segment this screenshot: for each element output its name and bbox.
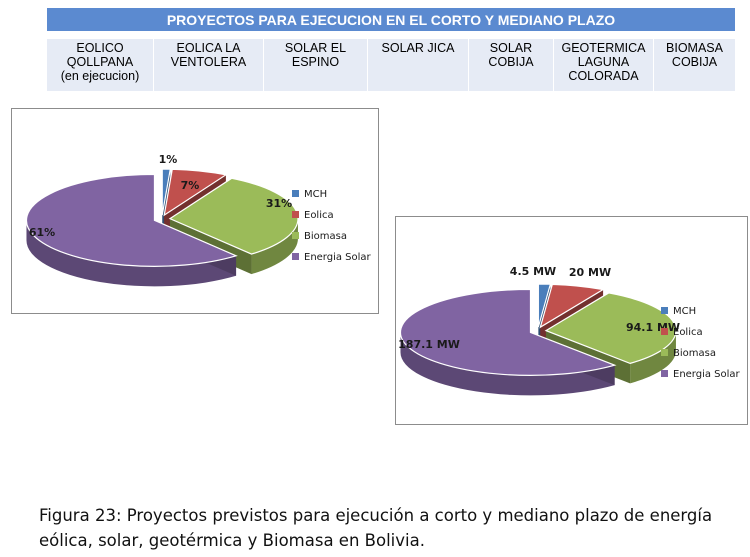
- pie-slice-mch: [161, 168, 171, 216]
- legend-label: MCH: [673, 306, 696, 317]
- pie-chart-mw: 4.5 MW 20 MW 94.1 MW 187.1 MW MCH Eolica Bioma…: [395, 216, 748, 425]
- project-cell: BIOMASA COBIJA: [666, 41, 723, 69]
- project-cell: SOLAR EL ESPINO: [264, 39, 368, 91]
- project-cell: SOLAR JICA: [368, 39, 469, 91]
- legend-swatch: [661, 370, 668, 377]
- figure-caption-text: : Proyectos previstos para ejecución a c…: [39, 506, 713, 550]
- legend-swatch: [292, 253, 299, 260]
- pie-chart-percent-svg: 1%7% 31% 61% MCH Eolica Biomasa Energia Solar: [25, 153, 372, 287]
- pie-slice-eolica: [539, 283, 605, 329]
- pie-slice-mch: [537, 283, 552, 328]
- pie-chart-mw-svg: 4.5 MW 20 MW 94.1 MW 187.1 MW MCH Eolica Bioma…: [398, 265, 741, 396]
- slice-label: 1%: [159, 153, 178, 166]
- slice-label: 20 MW: [569, 266, 611, 279]
- projects-table-row: EOLICO QOLLPANA (en ejecucion) EOLICA LA…: [47, 39, 735, 91]
- legend-label: Energia Solar: [304, 252, 372, 263]
- legend-label: Biomasa: [304, 231, 347, 242]
- legend-label: MCH: [304, 189, 327, 200]
- legend-label: Eolica: [673, 327, 703, 338]
- legend-swatch: [661, 349, 668, 356]
- slice-label: 61%: [29, 226, 55, 239]
- slice-label: 94.1 MW: [626, 321, 680, 334]
- legend-label: Energia Solar: [673, 369, 741, 380]
- pie-chart-percent: 1% 7% 31% 61% MCH Eolica Biomasa Energia Solar: [11, 108, 379, 314]
- legend-swatch: [292, 190, 299, 197]
- legend-label: Eolica: [304, 210, 334, 221]
- project-cell: EOLICA LA VENTOLERA: [154, 39, 264, 91]
- project-cell: SOLAR COBIJA: [469, 39, 554, 91]
- project-cell: GEOTERMICA LAGUNA COLORADA: [554, 39, 654, 91]
- pie-slice-energia-solar: [399, 288, 617, 376]
- pie-slice-side: [400, 332, 615, 396]
- pie-slice-energia-solar: [25, 173, 238, 267]
- legend-swatch: [292, 211, 299, 218]
- slice-label: 187.1 MW: [398, 338, 460, 351]
- legend-swatch: [292, 232, 299, 239]
- figure-label: Figura 23: [39, 506, 116, 525]
- legend-swatch: [661, 307, 668, 314]
- legend-label: Biomasa: [673, 348, 716, 359]
- figure-caption: Figura 23: Proyectos previstos para ejec…: [39, 503, 729, 553]
- pie-tops: [399, 283, 677, 376]
- slice-label: 7%: [181, 179, 200, 192]
- legend-swatch: [661, 328, 668, 335]
- pie-tops: [25, 168, 299, 267]
- projects-table-title: PROYECTOS PARA EJECUCION EN EL CORTO Y M…: [47, 8, 735, 31]
- slice-label: 31%: [266, 197, 292, 210]
- slice-label: 4.5 MW: [510, 265, 556, 278]
- pie-slice-eolica: [163, 168, 228, 217]
- pie-slice-side: [630, 330, 676, 384]
- pie-slice-side: [251, 218, 298, 275]
- pie-slice-biomasa: [544, 292, 677, 365]
- projects-table: PROYECTOS PARA EJECUCION EN EL CORTO Y M…: [47, 8, 735, 91]
- project-cell: EOLICO QOLLPANA (en ejecucion): [47, 39, 154, 91]
- pie-slice-side: [26, 220, 237, 287]
